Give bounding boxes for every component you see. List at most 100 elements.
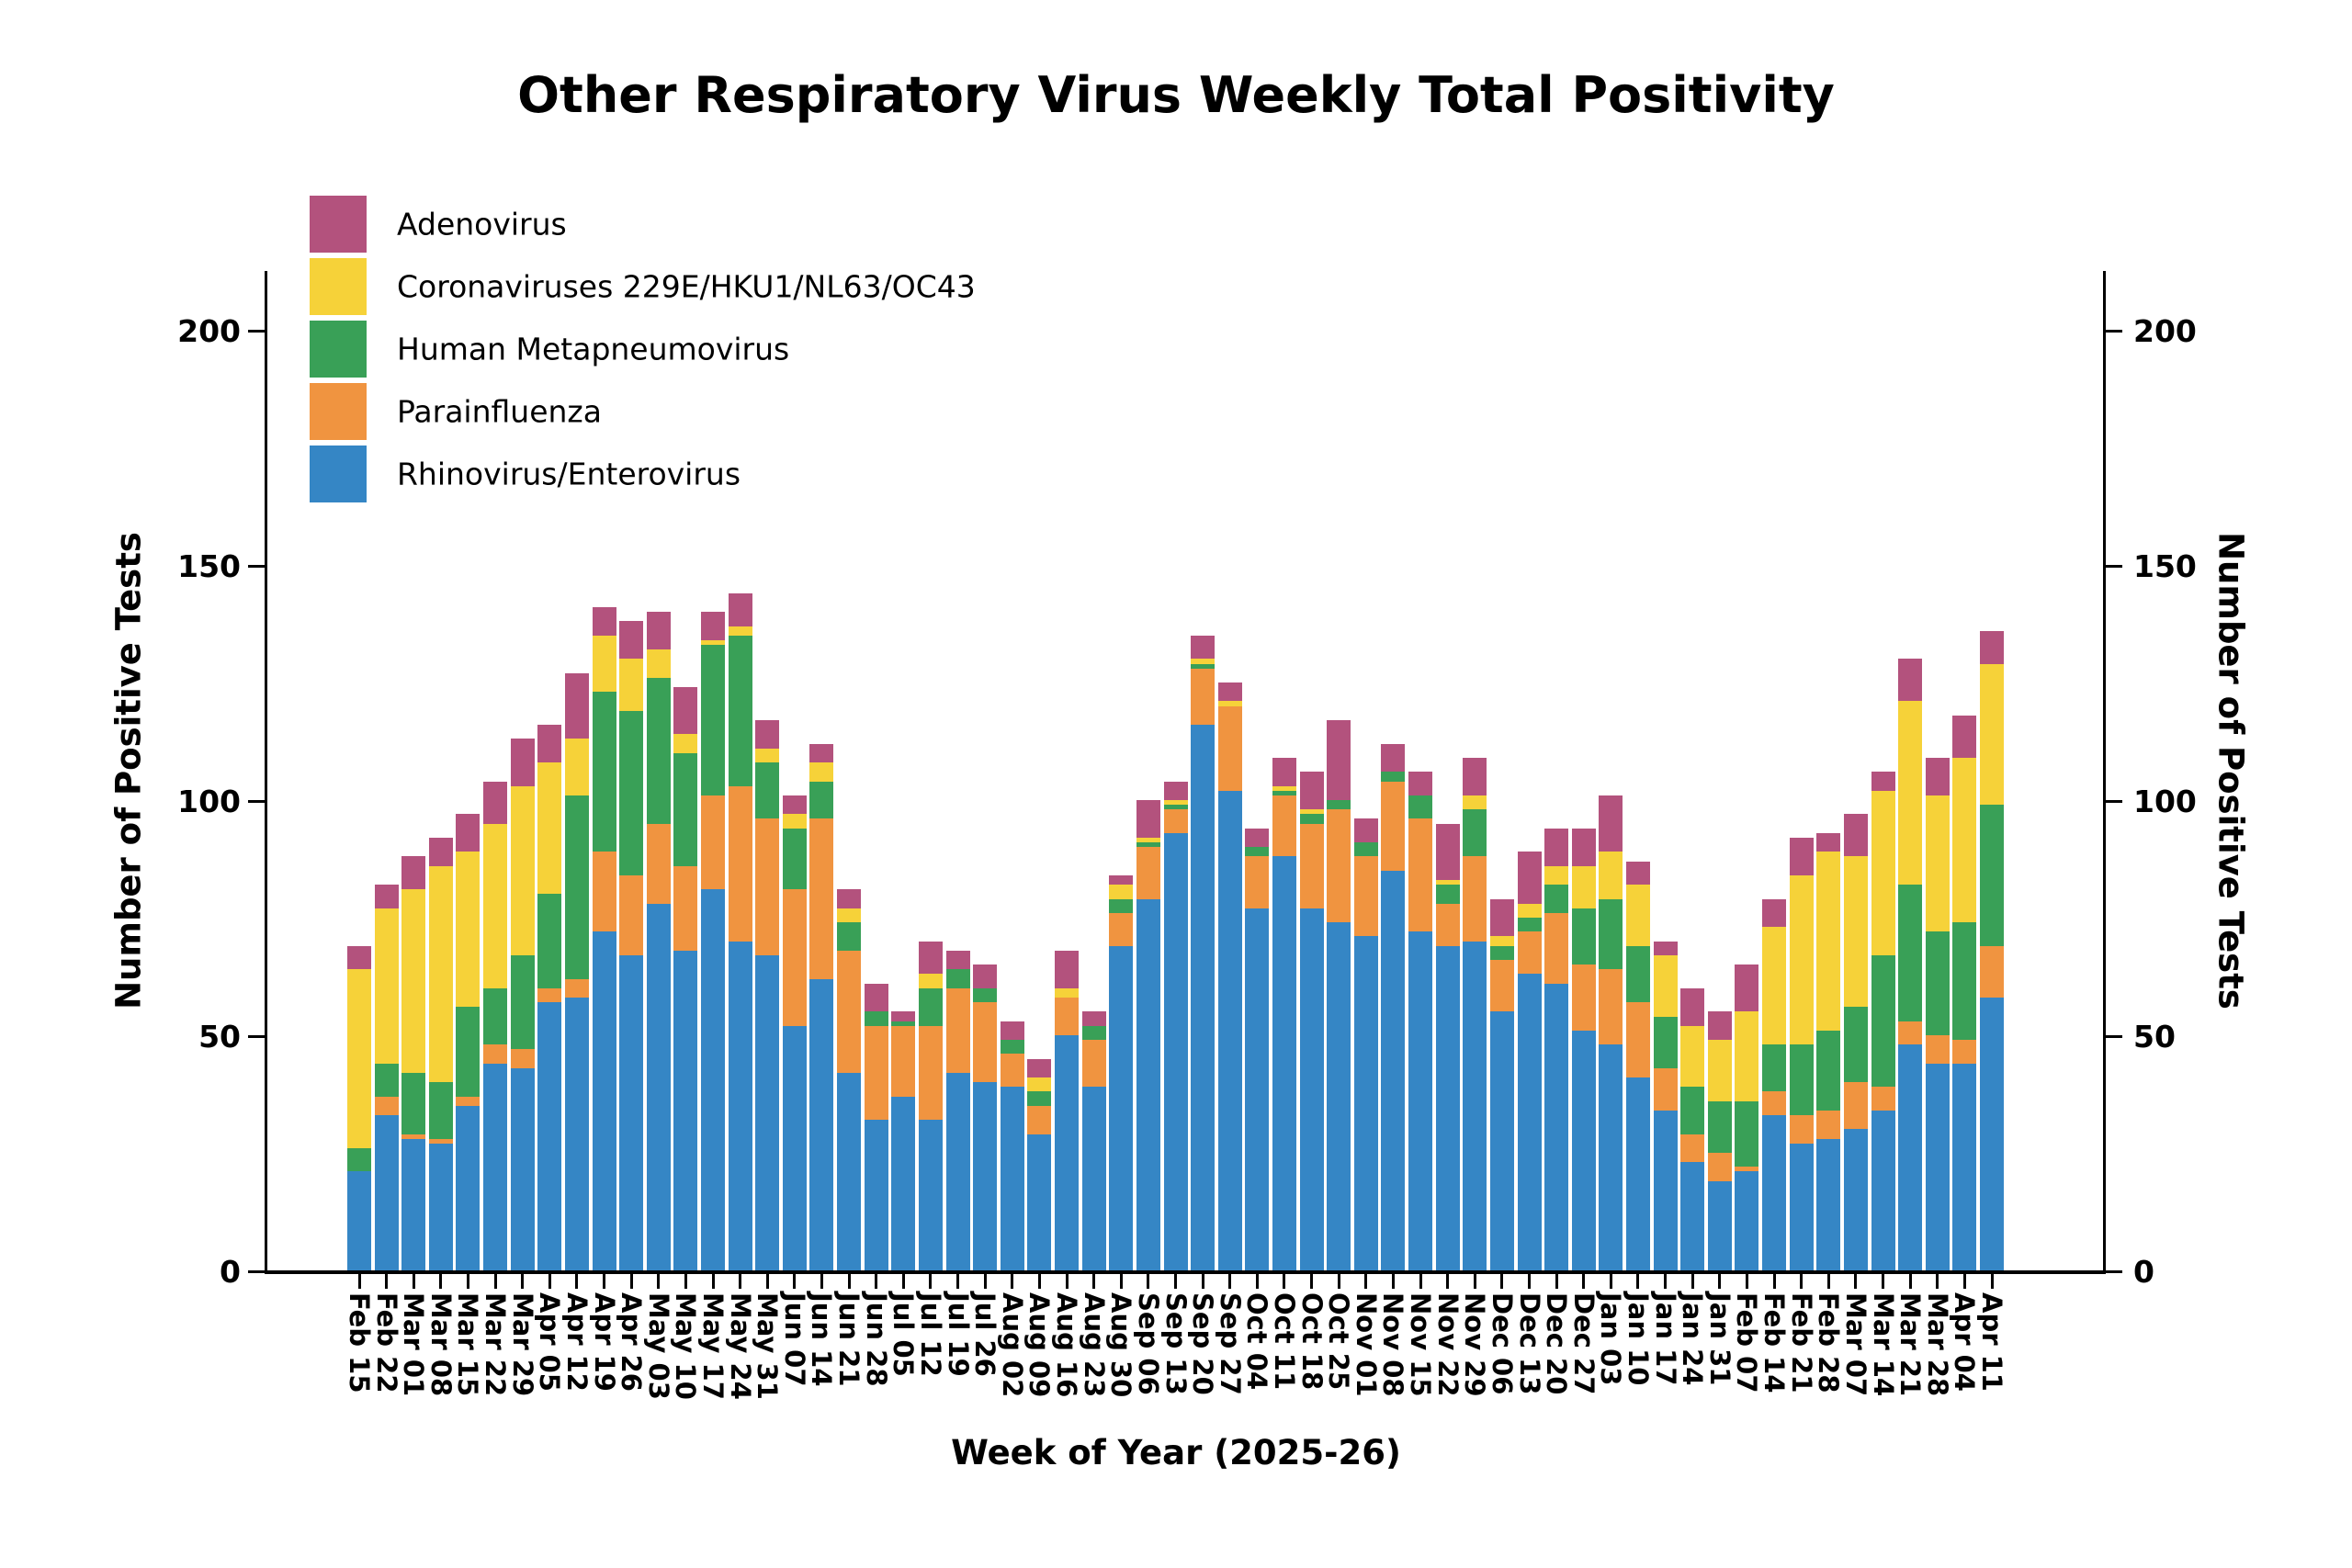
bar-segment-parainfluenza: [592, 852, 616, 932]
bar-segment-human-metapneumovirus: [1816, 1030, 1841, 1111]
x-tick: [1364, 1274, 1368, 1289]
bar-segment-rhinovirus-enterovirus: [1544, 983, 1569, 1270]
x-tick-label: Oct 04: [1241, 1292, 1273, 1391]
y-tick-label-right: 0: [2133, 1254, 2154, 1290]
bar-segment-parainfluenza: [1952, 1040, 1977, 1064]
bar-segment-rhinovirus-enterovirus: [1980, 998, 2005, 1270]
bar-segment-rhinovirus-enterovirus: [374, 1115, 399, 1270]
bar-segment-rhinovirus-enterovirus: [564, 998, 589, 1270]
x-tick-label: Oct 18: [1295, 1292, 1328, 1391]
x-tick-label: May 24: [724, 1292, 756, 1400]
x-tick-label: Feb 21: [1785, 1292, 1817, 1393]
x-tick: [929, 1274, 933, 1289]
x-tick: [1337, 1274, 1340, 1289]
x-tick: [1473, 1274, 1476, 1289]
axis-spine-right: [2103, 271, 2106, 1273]
bar-segment-rhinovirus-enterovirus: [1489, 1011, 1514, 1270]
x-tick-label: May 10: [670, 1292, 702, 1400]
x-tick-label: Dec 20: [1541, 1292, 1573, 1395]
bar-segment-rhinovirus-enterovirus: [619, 954, 644, 1270]
bar-segment-rhinovirus-enterovirus: [1027, 1134, 1052, 1270]
x-tick: [1174, 1274, 1177, 1289]
legend-swatch-icon: [310, 196, 367, 253]
bar-segment-rhinovirus-enterovirus: [1653, 1110, 1678, 1270]
bar-segment-human-metapneumovirus: [564, 795, 589, 979]
bar-segment-parainfluenza: [1081, 1040, 1106, 1088]
bar-segment-human-metapneumovirus: [537, 894, 562, 988]
bar-segment-rhinovirus-enterovirus: [1843, 1129, 1868, 1270]
bar-segment-human-metapneumovirus: [374, 1063, 399, 1097]
bar-segment-rhinovirus-enterovirus: [1925, 1063, 1950, 1270]
x-tick-label: Nov 29: [1459, 1292, 1491, 1397]
x-tick: [875, 1274, 878, 1289]
x-tick: [684, 1274, 687, 1289]
bar-segment-parainfluenza: [1000, 1054, 1024, 1088]
bar-segment-rhinovirus-enterovirus: [428, 1143, 453, 1270]
legend-swatch-icon: [310, 383, 367, 440]
y-tick-right: [2106, 1270, 2122, 1273]
x-tick-label: Mar 29: [506, 1292, 538, 1397]
bar-segment-rhinovirus-enterovirus: [673, 950, 698, 1270]
bar-segment-human-metapneumovirus: [809, 781, 834, 819]
bar-segment-adenovirus: [1517, 852, 1542, 904]
bar-segment-rhinovirus-enterovirus: [1353, 936, 1378, 1270]
bar-segment-rhinovirus-enterovirus: [1163, 832, 1188, 1270]
x-tick-label: Jun 07: [778, 1292, 810, 1387]
bar-segment-rhinovirus-enterovirus: [1625, 1077, 1650, 1270]
bar-segment-parainfluenza: [782, 889, 807, 1026]
x-tick: [357, 1274, 361, 1289]
bar-segment-coronaviruses-229e-hku1-nl63-oc43: [1816, 852, 1841, 1031]
legend-item: Rhinovirus/Enterovirus: [310, 443, 1136, 505]
bar-segment-human-metapneumovirus: [1327, 800, 1351, 810]
bar-segment-coronaviruses-229e-hku1-nl63-oc43: [1544, 865, 1569, 886]
x-tick-label: Jan 03: [1595, 1292, 1627, 1386]
x-tick-label: Sep 13: [1159, 1292, 1192, 1395]
x-tick: [439, 1274, 443, 1289]
x-tick-label: Jul 12: [914, 1292, 946, 1377]
x-tick: [1500, 1274, 1504, 1289]
bar-segment-parainfluenza: [1735, 1167, 1759, 1172]
bar-segment-coronaviruses-229e-hku1-nl63-oc43: [1980, 663, 2005, 806]
x-tick: [575, 1274, 579, 1289]
bar-segment-adenovirus: [1898, 659, 1923, 702]
x-tick: [1310, 1274, 1314, 1289]
x-tick: [1446, 1274, 1450, 1289]
bar-segment-parainfluenza: [1789, 1115, 1814, 1144]
x-tick-label: Apr 26: [616, 1292, 648, 1392]
bar-segment-rhinovirus-enterovirus: [1381, 870, 1406, 1270]
x-tick-label: Apr 12: [560, 1292, 593, 1392]
bar-segment-coronaviruses-229e-hku1-nl63-oc43: [1925, 795, 1950, 932]
bar-segment-rhinovirus-enterovirus: [1000, 1087, 1024, 1270]
y-tick-label-right: 200: [2133, 313, 2197, 349]
x-tick-label: May 17: [697, 1292, 729, 1400]
y-tick-label-left: 150: [177, 548, 241, 584]
x-tick-label: May 31: [752, 1292, 784, 1400]
bar-segment-coronaviruses-229e-hku1-nl63-oc43: [564, 739, 589, 795]
bar-segment-coronaviruses-229e-hku1-nl63-oc43: [619, 659, 644, 711]
bar-segment-human-metapneumovirus: [619, 710, 644, 875]
bar-segment-rhinovirus-enterovirus: [1327, 922, 1351, 1270]
bar-segment-human-metapneumovirus: [456, 1007, 481, 1097]
bar-segment-adenovirus: [1544, 828, 1569, 866]
x-tick-label: Apr 05: [534, 1292, 566, 1392]
bar-segment-human-metapneumovirus: [428, 1082, 453, 1139]
y-tick-label-left: 200: [177, 313, 241, 349]
bar-segment-rhinovirus-enterovirus: [1789, 1143, 1814, 1270]
bar-segment-coronaviruses-229e-hku1-nl63-oc43: [1653, 954, 1678, 1017]
bar-segment-adenovirus: [1081, 1011, 1106, 1026]
bar-segment-adenovirus: [1707, 1011, 1732, 1041]
x-tick: [1283, 1274, 1286, 1289]
bar-segment-adenovirus: [1000, 1021, 1024, 1041]
bar-segment-human-metapneumovirus: [673, 752, 698, 866]
bar-segment-coronaviruses-229e-hku1-nl63-oc43: [1707, 1040, 1732, 1101]
x-tick: [1555, 1274, 1558, 1289]
x-tick-label: Nov 08: [1377, 1292, 1409, 1397]
y-axis-label-left: Number of Positive Tests: [108, 532, 149, 1010]
bar-segment-human-metapneumovirus: [1980, 805, 2005, 946]
bar-segment-adenovirus: [701, 612, 726, 640]
bar-segment-rhinovirus-enterovirus: [1898, 1044, 1923, 1270]
bar-segment-human-metapneumovirus: [1272, 790, 1296, 795]
bar-segment-rhinovirus-enterovirus: [973, 1082, 998, 1270]
x-tick-label: Jun 28: [860, 1292, 892, 1387]
y-tick-left: [248, 330, 265, 333]
